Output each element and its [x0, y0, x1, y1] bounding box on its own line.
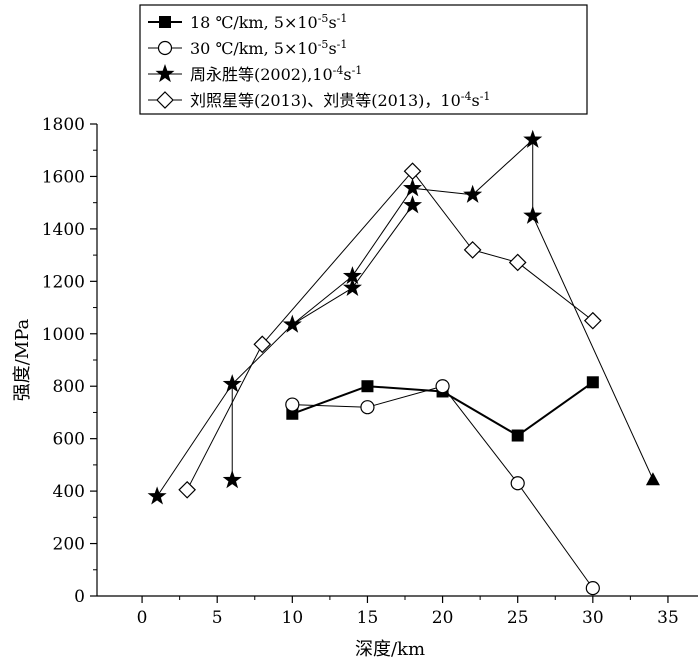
series-1-line-segment	[442, 390, 519, 437]
series-4-point	[583, 311, 602, 330]
y-tick-label: 200	[53, 535, 85, 555]
series-4-point	[508, 253, 527, 272]
series-2-point	[360, 400, 375, 415]
series-3-point	[403, 195, 423, 214]
series-3-line-segment	[156, 383, 233, 497]
series-3-line-segment	[472, 139, 534, 196]
legend-label-4: 刘照星等(2013)、刘贵等(2013)，10-4s-1	[190, 90, 490, 110]
y-tick-label: 1400	[42, 220, 85, 240]
series-3-point	[645, 472, 660, 486]
series-3-point	[463, 184, 483, 203]
y-tick-label: 400	[53, 482, 85, 502]
x-tick-label: 20	[432, 608, 454, 628]
y-tick-label: 800	[53, 377, 85, 397]
series-3-line-segment	[352, 204, 413, 289]
y-tick-label: 600	[53, 430, 85, 450]
series-3-line-segment	[412, 187, 473, 196]
series-1-point	[361, 380, 374, 393]
series-4-point	[253, 335, 272, 354]
y-tick-label: 1000	[42, 325, 85, 345]
series-2-point	[435, 379, 450, 394]
y-tick-label: 1200	[42, 272, 85, 292]
series-3-point	[523, 129, 543, 148]
series-4-line-segment	[261, 170, 413, 345]
series-3-point	[222, 374, 242, 393]
legend-marker-4	[156, 91, 174, 109]
series-3-point	[147, 486, 167, 505]
series-3-point	[403, 178, 423, 197]
series-1-point	[586, 376, 599, 389]
axis-ticks: 0 5 10 15 20 25 30 35 0 200 400 600 800 1000 1200 1400 1…	[42, 115, 679, 628]
plot-frame	[96, 124, 698, 597]
legend-marker-3	[155, 64, 175, 83]
legend: 18 ℃/km, 5×10-5s-1 30 ℃/km, 5×10-5s-1 周永胜等…	[139, 4, 588, 115]
series-3-point	[342, 266, 362, 285]
legend-label-3: 周永胜等(2002),10-4s-1	[190, 64, 362, 84]
series-2-line-segment	[517, 482, 594, 589]
y-tick-label: 1600	[42, 167, 85, 187]
series-3-line-segment	[352, 187, 413, 277]
series-2-line-segment	[367, 385, 443, 408]
series-2	[285, 379, 600, 596]
series-4-line-segment	[412, 170, 474, 251]
series-4	[178, 162, 602, 499]
legend-marker-1	[159, 16, 171, 28]
series-2-point	[585, 581, 600, 596]
x-tick-label: 10	[282, 608, 304, 628]
series-3	[147, 129, 660, 505]
y-tick-label: 1800	[42, 115, 85, 135]
series-3-line-segment	[292, 287, 353, 326]
series-4-line-segment	[186, 344, 263, 491]
series-2-line-segment	[442, 385, 519, 484]
series-4-point	[178, 480, 196, 499]
series-3-line-segment	[532, 215, 654, 480]
series-2-line-segment	[292, 404, 368, 408]
series-3-point	[523, 205, 543, 224]
series-4-point	[463, 241, 482, 259]
legend-label-2: 30 ℃/km, 5×10-5s-1	[190, 38, 347, 58]
legend-box	[139, 4, 588, 115]
legend-label-1: 18 ℃/km, 5×10-5s-1	[190, 12, 347, 32]
series-1-line-segment	[367, 385, 443, 393]
series-3-point	[222, 470, 242, 489]
x-tick-label: 5	[212, 608, 223, 628]
series-2-point	[285, 397, 300, 412]
series-2-point	[510, 476, 525, 491]
legend-marker-2	[157, 40, 173, 56]
series-1-line-segment	[517, 381, 594, 437]
series-1-line-segment	[291, 385, 368, 415]
series-3-point	[282, 314, 302, 333]
series-3-line-segment	[231, 324, 293, 385]
y-axis-title: 强度/MPa	[12, 318, 33, 401]
series-4-line-segment	[472, 249, 518, 263]
x-axis-title: 深度/km	[355, 639, 425, 660]
series-3-line-segment	[292, 275, 353, 325]
x-tick-label: 25	[507, 608, 529, 628]
y-tick-label: 0	[74, 587, 85, 607]
x-tick-label: 15	[357, 608, 379, 628]
x-tick-label: 35	[657, 608, 679, 628]
series-layer	[147, 129, 660, 596]
x-tick-label: 30	[582, 608, 604, 628]
series-4-point	[403, 162, 422, 181]
x-tick-label: 0	[137, 608, 148, 628]
series-4-line-segment	[517, 262, 594, 322]
series-1-point	[511, 429, 524, 442]
series-3-point	[342, 277, 362, 296]
